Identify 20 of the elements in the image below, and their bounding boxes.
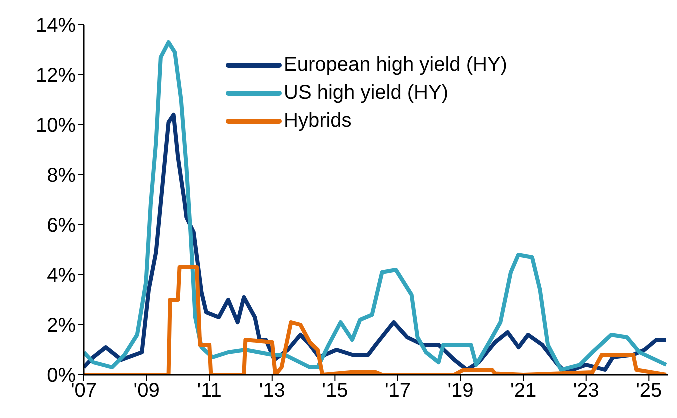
x-tick-label: '09: [134, 380, 160, 402]
x-tick-label: '11: [197, 380, 222, 402]
y-tick-label: 12%: [36, 65, 76, 88]
x-tick-label: '25: [636, 380, 662, 402]
legend-label: US high yield (HY): [284, 81, 449, 106]
y-tick-label: 10%: [36, 115, 76, 138]
y-tick-label: 4%: [47, 265, 76, 288]
line-series: [84, 40, 668, 372]
y-tick-label: 14%: [36, 15, 76, 38]
y-tick-label: 8%: [47, 165, 76, 188]
x-tick-label: '19: [448, 380, 474, 402]
x-tick-label: '17: [384, 380, 412, 402]
legend-label: European high yield (HY): [284, 53, 508, 78]
x-tick-label: '13: [259, 380, 286, 402]
legend-label: Hybrids: [284, 109, 352, 134]
x-tick-label: '15: [322, 380, 348, 402]
x-tick-label: '21: [510, 380, 537, 402]
y-tick-label: 6%: [47, 215, 76, 238]
y-tick-label: 2%: [47, 315, 76, 338]
x-tick-label: '23: [573, 380, 600, 402]
